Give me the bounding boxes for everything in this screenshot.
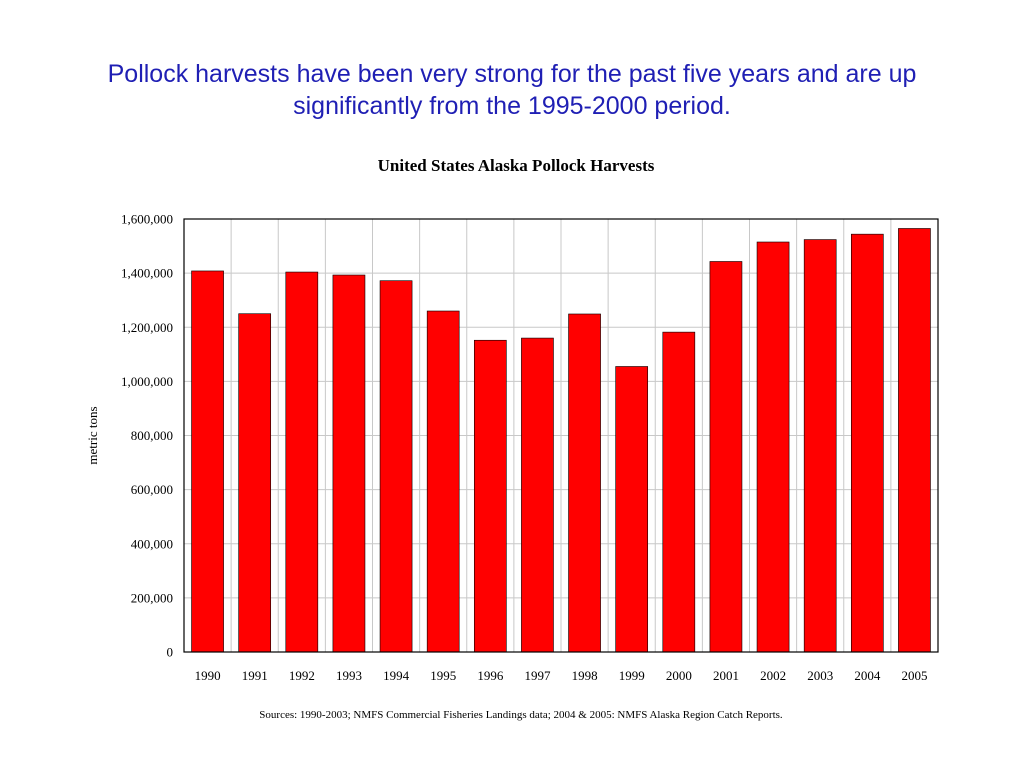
x-tick-label: 1994: [383, 668, 410, 683]
bar-2002: [756, 241, 790, 653]
x-tick-label: 2004: [854, 668, 881, 683]
bar-1996: [473, 339, 507, 653]
x-tick-label: 1995: [430, 668, 456, 683]
x-tick-label: 1993: [336, 668, 362, 683]
source-note: Sources: 1990-2003; NMFS Commercial Fish…: [259, 709, 783, 721]
y-tick-label: 400,000: [131, 536, 173, 551]
plot-frame: [183, 218, 939, 653]
y-tick-label: 1,000,000: [121, 374, 173, 389]
y-tick-label: 200,000: [131, 590, 173, 605]
bar-1992: [285, 271, 319, 653]
bar-1993: [332, 274, 366, 653]
x-tick-label: 1996: [477, 668, 504, 683]
x-tick-label: 2000: [666, 668, 692, 683]
x-tick-label: 1997: [524, 668, 551, 683]
y-tick-label: 1,400,000: [121, 266, 173, 281]
bar-2005: [898, 228, 931, 653]
x-tick-label: 2003: [807, 668, 833, 683]
bar-1990: [191, 270, 224, 653]
bar-2000: [662, 331, 696, 653]
x-tick-label: 2001: [713, 668, 739, 683]
bar-2001: [709, 261, 743, 653]
bar-1998: [568, 313, 601, 653]
y-tick-label: 0: [167, 645, 174, 660]
slide-headline: Pollock harvests have been very strong f…: [107, 60, 917, 120]
x-tick-label: 1998: [572, 668, 598, 683]
x-tick-labels: 1990 1991 1992 1993 1994 1995 1996 1997 1998 1999…: [195, 668, 928, 683]
y-tick-label: 800,000: [131, 428, 173, 443]
y-axis-label: metric tons: [85, 406, 100, 464]
y-tick-label: 1,200,000: [121, 320, 173, 335]
bar-1994: [379, 280, 413, 653]
y-tick-labels: 0 200,000 400,000 600,000 800,000 1,000,000 1,…: [121, 212, 173, 660]
x-tick-label: 1990: [195, 668, 221, 683]
bar-1991: [238, 313, 272, 653]
x-tick-label: 2002: [760, 668, 786, 683]
y-tick-label: 1,600,000: [121, 212, 173, 227]
bar-1997: [521, 337, 554, 653]
x-tick-label: 1992: [289, 668, 315, 683]
bar-2004: [850, 233, 884, 653]
bar-2003: [803, 239, 837, 653]
x-tick-label: 2005: [901, 668, 927, 683]
x-tick-label: 1999: [619, 668, 645, 683]
x-tick-label: 1991: [242, 668, 268, 683]
bar-1999: [615, 366, 649, 653]
bar-layer: [191, 228, 931, 653]
chart-title: United States Alaska Pollock Harvests: [377, 156, 655, 175]
y-tick-label: 600,000: [131, 482, 173, 497]
bar-1995: [426, 310, 460, 653]
